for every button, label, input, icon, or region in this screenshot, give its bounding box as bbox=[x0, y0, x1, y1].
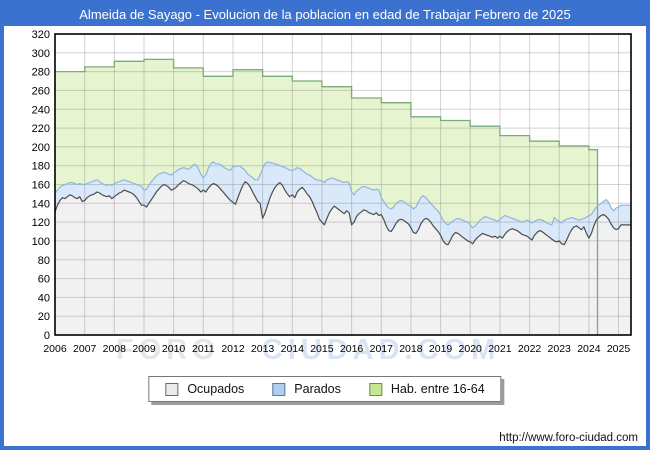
x-tick-label: 2024 bbox=[577, 343, 601, 355]
x-tick-label: 2007 bbox=[73, 343, 97, 355]
ocupados-area bbox=[55, 180, 631, 335]
footer-url[interactable]: http://www.foro-ciudad.com bbox=[499, 432, 638, 444]
legend-item-parados: Parados bbox=[272, 382, 341, 396]
legend-item-hab: Hab. entre 16-64 bbox=[368, 382, 485, 396]
ocupados-line bbox=[54, 180, 631, 246]
y-tick-label: 140 bbox=[32, 198, 50, 210]
x-tick-label: 2018 bbox=[399, 343, 423, 355]
legend: Ocupados Parados Hab. entre 16-64 bbox=[148, 376, 502, 402]
x-tick-label: 2010 bbox=[162, 343, 186, 355]
hab-16-64-line bbox=[55, 58, 599, 335]
x-tick-label: 2009 bbox=[132, 343, 156, 355]
chart-canvas: FORO CIUDAD.COM 0 20 40 60 80 100 120 140 160 180… bbox=[4, 4, 646, 446]
hab-16-64-swatch-icon bbox=[368, 382, 382, 396]
y-tick-label: 20 bbox=[38, 311, 50, 323]
parados-line bbox=[54, 161, 631, 229]
plot-border bbox=[54, 33, 632, 336]
legend-label-parados: Parados bbox=[294, 382, 341, 396]
parados-swatch-icon bbox=[272, 382, 286, 396]
y-tick-label: 220 bbox=[32, 123, 50, 135]
y-tick-label: 280 bbox=[32, 67, 50, 79]
x-tick-label: 2014 bbox=[281, 343, 305, 355]
x-tick-label: 2017 bbox=[370, 343, 394, 355]
x-tick-label: 2011 bbox=[192, 343, 215, 355]
legend-label-ocupados: Ocupados bbox=[187, 382, 245, 396]
x-tick-label: 2020 bbox=[459, 343, 483, 355]
y-tick-label: 40 bbox=[38, 292, 50, 304]
ocupados-swatch-icon bbox=[165, 382, 179, 396]
population-area-chart: 0 20 40 60 80 100 120 140 160 180 200 220 240 260 280 3… bbox=[32, 29, 632, 355]
y-tick-label: 80 bbox=[38, 255, 50, 267]
watermark-foro: FORO bbox=[116, 334, 220, 366]
x-tick-label: 2008 bbox=[103, 343, 127, 355]
y-tick-label: 100 bbox=[32, 236, 50, 248]
y-tick-label: 180 bbox=[32, 161, 50, 173]
x-tick-label: 2015 bbox=[310, 343, 334, 355]
y-tick-label: 0 bbox=[44, 330, 50, 342]
x-tick-label: 2016 bbox=[340, 343, 364, 355]
legend-item-ocupados: Ocupados bbox=[165, 382, 244, 396]
watermark: FORO CIUDAD.COM bbox=[116, 334, 500, 367]
y-tick-label: 160 bbox=[32, 180, 50, 192]
y-tick-label: 260 bbox=[32, 85, 50, 97]
y-tick-label: 240 bbox=[32, 104, 50, 116]
y-tick-label: 60 bbox=[38, 274, 50, 286]
x-tick-label: 2025 bbox=[607, 343, 631, 355]
x-tick-label: 2023 bbox=[548, 343, 572, 355]
y-tick-label: 320 bbox=[32, 29, 50, 41]
legend-label-hab: Hab. entre 16-64 bbox=[390, 382, 485, 396]
x-tick-label: 2012 bbox=[221, 343, 245, 355]
x-tick-label: 2021 bbox=[488, 343, 512, 355]
x-tick-label: 2019 bbox=[429, 343, 453, 355]
watermark-ciudad: CIUDAD.COM bbox=[261, 334, 501, 366]
chart-title: Almeida de Sayago - Evolucion de la pobl… bbox=[4, 4, 646, 26]
x-tick-label: 2013 bbox=[251, 343, 275, 355]
x-tick-label: 2022 bbox=[518, 343, 542, 355]
x-tick-label: 2006 bbox=[43, 343, 67, 355]
y-tick-label: 300 bbox=[32, 48, 50, 60]
y-tick-label: 120 bbox=[32, 217, 50, 229]
y-tick-label: 200 bbox=[32, 142, 50, 154]
